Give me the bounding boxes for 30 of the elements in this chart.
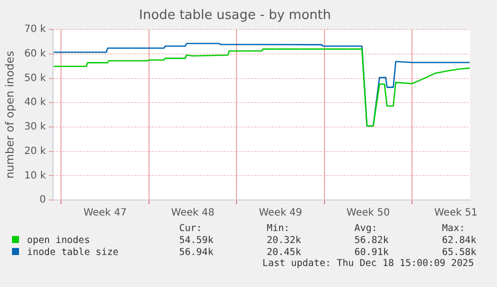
x-tick-label: Week 50: [346, 208, 390, 219]
y-tick-label: 70 k: [24, 24, 46, 36]
text: Avg:: [354, 222, 378, 234]
text: 56.94k: [179, 246, 214, 258]
y-tick-label: 30 k: [24, 122, 46, 133]
x-tick-label: Week 51: [434, 208, 478, 219]
legend-label: open inodes: [26, 234, 90, 246]
text: 20.45k: [266, 246, 302, 258]
x-tick-label: Week 47: [83, 208, 127, 219]
legend-label: inode table size: [26, 246, 119, 258]
chart-title: Inode table usage - by month: [139, 8, 331, 24]
x-tick-label: Week 49: [258, 208, 302, 219]
y-tick-label: 60 k: [24, 48, 46, 60]
y-axis-title: number of open inodes: [3, 50, 16, 179]
text: Max:: [442, 222, 466, 234]
text: 20.32k: [266, 234, 302, 246]
text: 60.91k: [354, 246, 390, 258]
y-tick-label: 50 k: [24, 72, 46, 84]
text: 65.58k: [442, 246, 478, 258]
x-tick-label: Week 48: [171, 208, 214, 219]
text: 54.59k: [179, 234, 214, 246]
text: Min:: [266, 222, 291, 234]
text: 62.84k: [442, 234, 478, 246]
text: 56.82k: [354, 234, 390, 246]
text: Last update: Thu Dec 18 15:00:09 2025: [261, 258, 475, 269]
text: Cur:: [179, 222, 203, 234]
y-tick-label: 20 k: [24, 146, 46, 157]
y-tick-label: 40 k: [24, 97, 46, 108]
y-tick-label: 0: [40, 194, 46, 206]
y-tick-label: 10 k: [24, 170, 46, 182]
